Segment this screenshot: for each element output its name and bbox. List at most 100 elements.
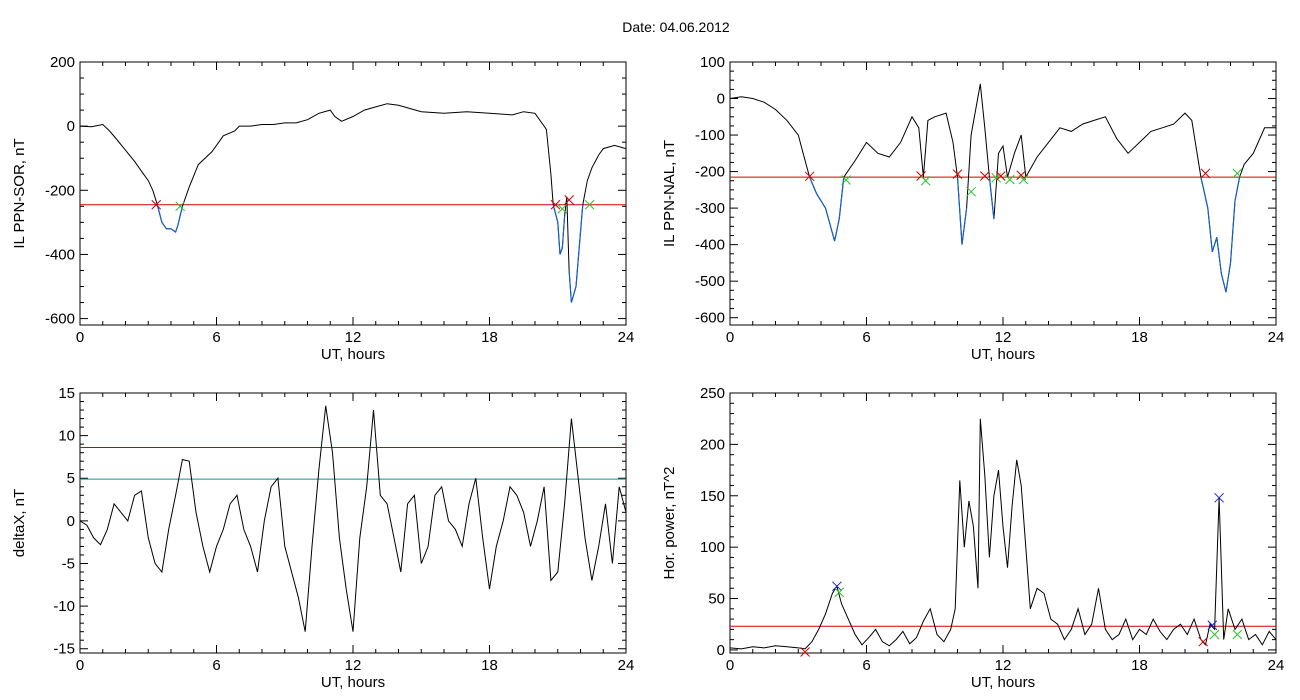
event-marker bbox=[1232, 629, 1243, 640]
y-tick-label: 150 bbox=[700, 488, 725, 505]
y-tick-label: -300 bbox=[695, 200, 725, 217]
x-tick-label: 18 bbox=[1131, 657, 1148, 674]
marker-stroke bbox=[584, 199, 595, 210]
y-tick-label: 0 bbox=[67, 118, 75, 135]
marker-stroke bbox=[832, 581, 842, 592]
series-line bbox=[730, 418, 1276, 650]
y-tick-label: 50 bbox=[708, 591, 725, 608]
event-marker bbox=[1004, 174, 1015, 185]
marker-stroke bbox=[1214, 492, 1224, 503]
series-below-threshold bbox=[809, 176, 1241, 293]
y-tick-label: -10 bbox=[53, 598, 75, 615]
y-tick-label: 15 bbox=[58, 385, 75, 402]
chart-ppn-sor: 0 6 12 18 24 -600 -400 -200 0 200 UT, hours IL PPN-… bbox=[11, 54, 634, 363]
marker-stroke bbox=[1232, 168, 1243, 179]
event-marker bbox=[1207, 620, 1218, 631]
event-marker bbox=[952, 169, 963, 179]
marker-stroke bbox=[1016, 170, 1027, 181]
marker-stroke bbox=[1004, 174, 1015, 185]
plot-area bbox=[80, 103, 626, 303]
event-marker bbox=[550, 199, 561, 210]
marker-stroke bbox=[834, 587, 845, 598]
event-marker bbox=[804, 171, 815, 182]
event-marker bbox=[995, 171, 1006, 181]
event-marker bbox=[564, 195, 574, 205]
y-axis-label: IL PPN-NAL, nT bbox=[661, 140, 678, 247]
chart-deltax: 0 6 12 18 24 -15 -10 -5 0 5 10 15 UT, hours deltaX, n… bbox=[11, 385, 634, 691]
plot-frame bbox=[79, 61, 627, 326]
marker-stroke bbox=[979, 171, 990, 181]
x-tick-label: 24 bbox=[1268, 657, 1285, 674]
series-line bbox=[80, 405, 626, 632]
event-marker bbox=[979, 171, 990, 181]
marker-stroke bbox=[920, 175, 931, 186]
y-tick-label: -600 bbox=[695, 310, 725, 327]
y-tick-label: -15 bbox=[53, 641, 75, 658]
x-tick-label: 12 bbox=[345, 657, 362, 674]
event-marker bbox=[1200, 168, 1211, 179]
y-tick-label: -5 bbox=[62, 555, 75, 572]
marker-stroke bbox=[1209, 629, 1220, 640]
x-tick-label: 12 bbox=[995, 657, 1012, 674]
y-tick-label: -100 bbox=[695, 127, 725, 144]
chart-ppn-nal: 0 6 12 18 24 -600 -500 -400 -300 -200 -100 0 100 UT, … bbox=[661, 54, 1284, 363]
series-below-threshold bbox=[156, 204, 584, 303]
y-tick-label: -600 bbox=[45, 311, 75, 328]
y-tick-label: 10 bbox=[58, 428, 75, 445]
chart-hor-power: 0 6 12 18 24 0 50 100 150 200 250 UT, hours Hor. pow… bbox=[661, 385, 1284, 691]
x-tick-label: 0 bbox=[76, 329, 84, 346]
event-marker bbox=[832, 581, 842, 592]
x-tick-label: 0 bbox=[726, 329, 734, 346]
marker-stroke bbox=[550, 199, 561, 210]
event-marker bbox=[1232, 168, 1243, 179]
event-marker bbox=[151, 199, 162, 210]
y-axis-label: Hor. power, nT^2 bbox=[661, 467, 678, 580]
x-tick-label: 24 bbox=[618, 329, 635, 346]
y-tick-label: 200 bbox=[700, 436, 725, 453]
y-tick-label: 0 bbox=[717, 642, 725, 659]
marker-stroke bbox=[151, 199, 162, 210]
x-tick-label: 0 bbox=[726, 657, 734, 674]
x-tick-label: 24 bbox=[618, 657, 635, 674]
figure-title: Date: 04.06.2012 bbox=[622, 19, 730, 35]
x-tick-label: 24 bbox=[1268, 329, 1285, 346]
marker-stroke bbox=[1018, 174, 1029, 185]
x-tick-label: 18 bbox=[481, 657, 498, 674]
marker-stroke bbox=[1232, 629, 1243, 640]
x-axis-label: UT, hours bbox=[321, 346, 385, 363]
y-tick-label: -400 bbox=[695, 237, 725, 254]
y-tick-label: 250 bbox=[700, 385, 725, 402]
marker-stroke bbox=[557, 204, 568, 214]
y-tick-label: 0 bbox=[67, 513, 75, 530]
x-tick-label: 18 bbox=[481, 329, 498, 346]
y-tick-label: 100 bbox=[700, 539, 725, 556]
marker-stroke bbox=[916, 171, 926, 181]
plot-frame bbox=[729, 61, 1277, 326]
y-axis-label: IL PPN-SOR, nT bbox=[11, 138, 28, 248]
y-tick-label: -200 bbox=[695, 164, 725, 181]
series-line bbox=[730, 83, 1276, 293]
event-marker bbox=[175, 201, 185, 212]
plot-area bbox=[80, 405, 626, 632]
event-marker bbox=[1198, 636, 1209, 647]
marker-stroke bbox=[952, 169, 963, 179]
x-tick-label: 6 bbox=[212, 657, 220, 674]
marker-stroke bbox=[995, 171, 1006, 181]
x-tick-label: 6 bbox=[212, 329, 220, 346]
y-tick-label: -400 bbox=[45, 246, 75, 263]
marker-stroke bbox=[841, 175, 851, 185]
y-axis-label: deltaX, nT bbox=[11, 489, 28, 557]
event-marker bbox=[920, 175, 931, 186]
event-marker bbox=[584, 199, 595, 210]
marker-stroke bbox=[800, 647, 810, 657]
event-marker bbox=[1209, 629, 1220, 640]
x-tick-label: 12 bbox=[345, 329, 362, 346]
plot-area bbox=[730, 83, 1276, 293]
x-axis-label: UT, hours bbox=[971, 674, 1035, 691]
marker-stroke bbox=[1207, 620, 1218, 631]
x-axis-label: UT, hours bbox=[971, 346, 1035, 363]
marker-stroke bbox=[1198, 636, 1209, 647]
event-marker bbox=[966, 186, 977, 197]
event-marker bbox=[834, 587, 845, 598]
